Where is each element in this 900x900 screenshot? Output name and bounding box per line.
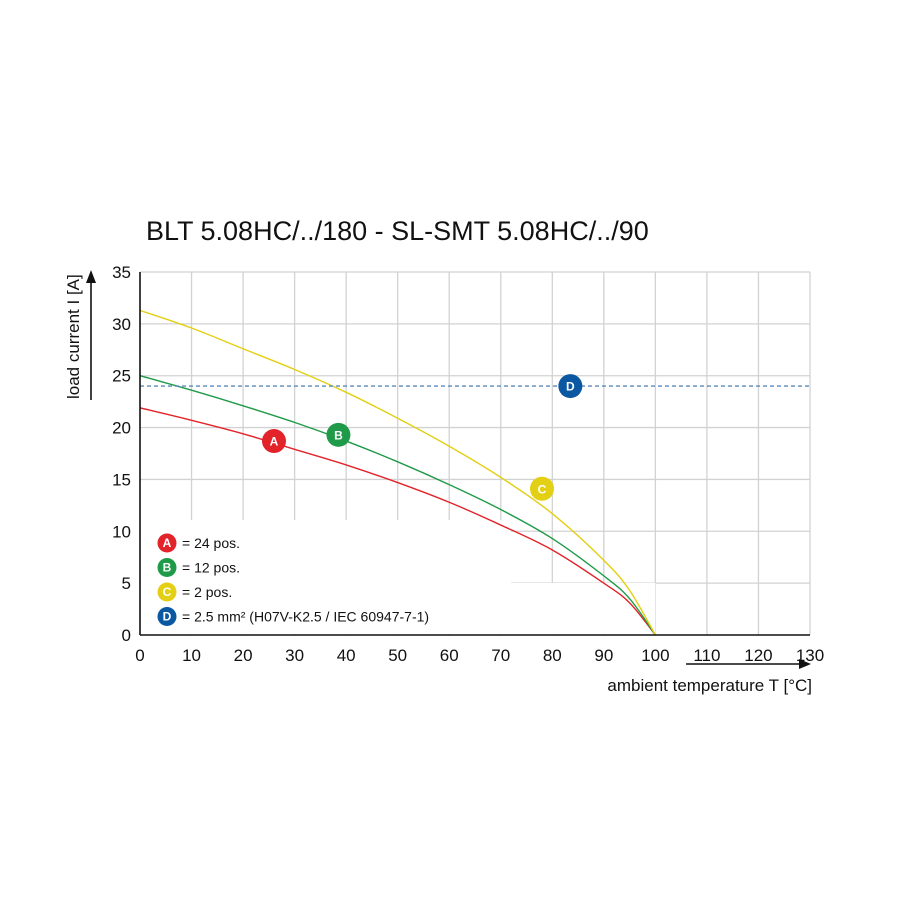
y-tick-label-10: 10	[112, 522, 131, 541]
legend-badge-a	[157, 533, 177, 553]
x-tick-label-80: 80	[543, 646, 562, 665]
y-tick-label-20: 20	[112, 419, 131, 438]
series-line-C	[140, 309, 656, 635]
y-tick-label-0: 0	[122, 626, 131, 645]
x-axis-label: ambient temperature T [°C]	[607, 676, 812, 695]
x-tick-label-50: 50	[388, 646, 407, 665]
x-tick-label-40: 40	[337, 646, 356, 665]
legend-text-b: = 12 pos.	[182, 560, 240, 576]
y-tick-label-25: 25	[112, 367, 131, 386]
badge-label-a: A	[270, 435, 279, 449]
x-tick-label-100: 100	[641, 646, 669, 665]
series-group	[140, 309, 810, 635]
badge-label-c: C	[538, 482, 547, 496]
x-tick-label-0: 0	[135, 646, 144, 665]
x-tick-label-30: 30	[285, 646, 304, 665]
legend-badge-c	[157, 582, 177, 602]
legend-box	[141, 520, 656, 634]
legend-badge-label-c: C	[163, 585, 172, 599]
legend-badge-label-d: D	[163, 610, 172, 624]
y-tick-label-35: 35	[112, 263, 131, 282]
x-axis-arrow-head	[799, 659, 811, 669]
tick-labels: 0 10 20 30 40 50 60 70 80 90 100 110 120 130 0 5 10 15 20 2…	[112, 263, 824, 665]
x-tick-label-120: 120	[744, 646, 772, 665]
legend-badge-label-b: B	[163, 561, 172, 575]
x-tick-label-90: 90	[594, 646, 613, 665]
series-line-A	[140, 407, 656, 635]
badge-d	[558, 374, 583, 399]
legend-background	[141, 520, 656, 634]
series-line-B	[140, 375, 656, 635]
legend-text-c: = 2 pos.	[182, 584, 232, 600]
legend-badge-label-a: A	[163, 536, 172, 550]
x-tick-label-110: 110	[693, 646, 720, 665]
y-axis-label: load current I [A]	[64, 274, 83, 399]
badge-label-b: B	[334, 428, 343, 442]
badge-a	[262, 429, 286, 454]
x-tick-label-70: 70	[491, 646, 510, 665]
badge-b	[326, 422, 351, 447]
y-axis-arrow-head	[86, 270, 96, 283]
legend: A = 24 pos. B = 12 pos. C = 2 pos. D = 2.5 mm² …	[157, 533, 429, 626]
badge-c	[530, 476, 554, 501]
x-tick-label-60: 60	[440, 646, 459, 665]
y-tick-label-30: 30	[112, 315, 131, 334]
x-tick-label-20: 20	[234, 646, 253, 665]
x-tick-label-10: 10	[182, 646, 201, 665]
badge-label-d: D	[566, 380, 575, 394]
axes	[86, 270, 811, 669]
y-tick-label-5: 5	[122, 574, 131, 593]
legend-badge-b	[157, 558, 177, 577]
legend-text-d: = 2.5 mm² (H07V-K2.5 / IEC 60947-7-1)	[182, 609, 429, 625]
legend-text-a: = 24 pos.	[182, 535, 240, 551]
legend-badge-d	[157, 607, 177, 626]
x-tick-label-130: 130	[796, 646, 824, 665]
chart-title: BLT 5.08HC/../180 - SL-SMT 5.08HC/../90	[146, 216, 649, 246]
curve-badges: A B C D	[262, 374, 583, 501]
y-tick-label-15: 15	[112, 470, 131, 489]
